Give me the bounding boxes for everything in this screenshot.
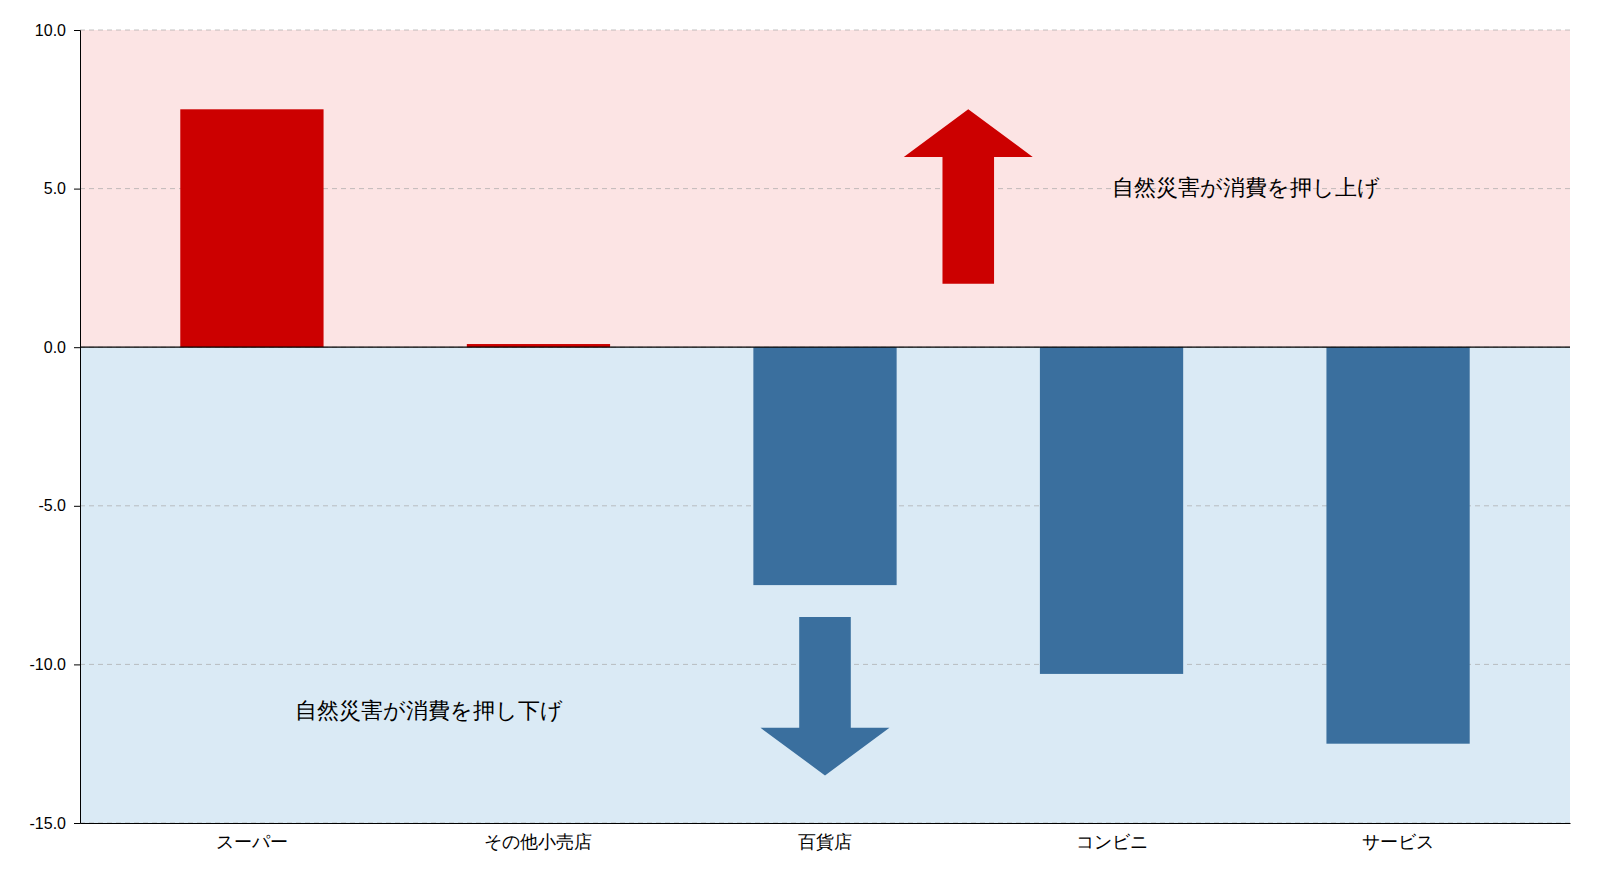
y-tick-label: 0.0 — [44, 339, 66, 356]
y-tick: 10.0 — [35, 22, 80, 39]
y-tick-label: 5.0 — [44, 180, 66, 197]
x-tick-label: その他小売店 — [484, 832, 592, 852]
chart-container: スーパー その他小売店 百貨店 コンビニ サービス -15.0 -10.0 -5.0 0.0 5.… — [0, 0, 1600, 893]
y-tick: 0.0 — [44, 339, 80, 356]
y-tick: 5.0 — [44, 180, 80, 197]
arrow-down — [761, 617, 890, 775]
x-tick-label: スーパー — [216, 832, 288, 852]
x-tick: 百貨店 — [798, 832, 852, 852]
y-tick: -10.0 — [30, 656, 80, 673]
y-tick-label: -10.0 — [30, 656, 67, 673]
y-axis: -15.0 -10.0 -5.0 0.0 5.0 10.0 — [30, 22, 81, 832]
x-tick: その他小売店 — [484, 832, 592, 852]
bar — [1326, 347, 1469, 744]
grid-line — [80, 30, 1570, 31]
y-tick-label: -15.0 — [30, 815, 67, 832]
y-tick-label: -5.0 — [38, 497, 66, 514]
arrow-up — [904, 109, 1033, 283]
y-tick-mark — [74, 823, 80, 824]
x-axis: スーパー その他小売店 百貨店 コンビニ サービス — [81, 824, 1571, 852]
x-tick: コンビニ — [1076, 832, 1148, 852]
y-tick-mark — [74, 506, 80, 507]
x-tick-label: 百貨店 — [798, 832, 852, 852]
chart-svg: スーパー その他小売店 百貨店 コンビニ サービス -15.0 -10.0 -5.0 0.0 5.… — [0, 0, 1600, 893]
axis-line — [81, 823, 1571, 824]
plot-area — [180, 109, 1469, 775]
axis-line — [74, 31, 81, 824]
grid-line — [80, 347, 1570, 348]
x-tick: サービス — [1362, 832, 1434, 852]
bar — [1040, 347, 1183, 674]
y-tick: -5.0 — [38, 497, 80, 514]
annotation: 自然災害が消費を押し上げ — [1112, 175, 1380, 200]
grid-line — [80, 823, 1570, 824]
x-tick: スーパー — [216, 832, 288, 852]
background-positive — [80, 30, 1570, 347]
y-tick-mark — [74, 189, 80, 190]
y-tick-mark — [74, 30, 80, 31]
x-tick-label: コンビニ — [1076, 832, 1148, 852]
y-tick-mark — [74, 664, 80, 665]
grid — [80, 30, 1570, 823]
y-tick: -15.0 — [30, 815, 80, 832]
zero-line — [80, 347, 1570, 348]
bar — [753, 347, 896, 585]
background-negative — [80, 347, 1570, 823]
y-tick-mark — [74, 347, 80, 348]
y-tick-label: 10.0 — [35, 22, 66, 39]
x-tick-label: サービス — [1362, 832, 1434, 852]
annotation: 自然災害が消費を押し下げ — [295, 698, 563, 723]
bar — [180, 109, 323, 347]
